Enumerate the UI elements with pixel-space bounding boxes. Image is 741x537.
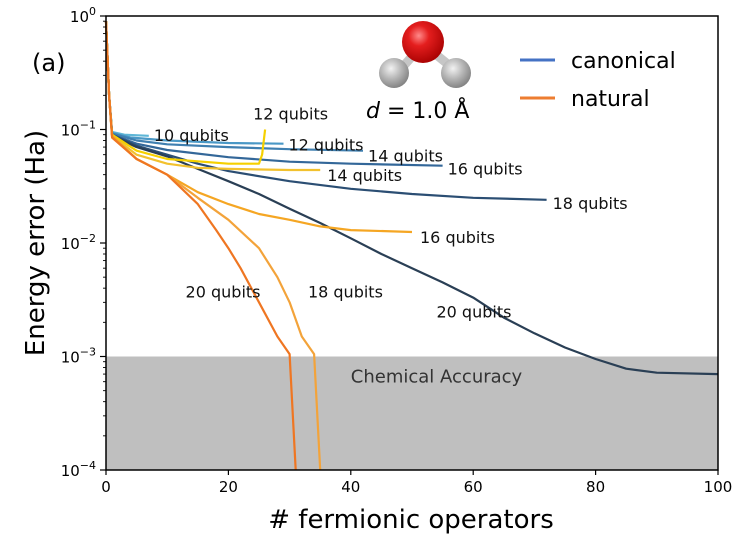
series-line-canonical-20-qubits [104, 21, 719, 376]
series-annotation: 16 qubits [448, 160, 523, 179]
series-line-natural-20-qubits [104, 21, 297, 471]
series-line-natural-16-qubits [104, 21, 413, 234]
x-axis-label: # fermionic operators [268, 505, 554, 535]
series-layer [104, 21, 719, 471]
x-tick-label: 40 [341, 478, 360, 496]
series-annotation: 18 qubits [308, 283, 383, 302]
series-annotation: 12 qubits [288, 136, 363, 155]
series-annotation: 10 qubits [154, 126, 229, 145]
y-tick-label: 100 [70, 5, 96, 26]
y-axis: 10−4 10−3 10−2 10−1 100 [61, 5, 106, 480]
series-annotation: 12 qubits [253, 105, 328, 124]
water-molecule-icon [379, 21, 471, 88]
series-annotation: 20 qubits [436, 303, 511, 322]
series-annotation: 20 qubits [186, 283, 261, 302]
x-tick-label: 0 [101, 478, 111, 496]
series-line-canonical-14-qubits [104, 21, 364, 152]
chemical-accuracy-band [106, 356, 718, 470]
series-annotation: 18 qubits [553, 194, 628, 213]
legend-label: canonical [571, 49, 676, 74]
chemical-accuracy-label: Chemical Accuracy [351, 367, 523, 388]
x-tick-label: 20 [219, 478, 238, 496]
y-tick-label: 10−3 [61, 346, 96, 367]
series-line-canonical-10-qubits [104, 21, 149, 137]
legend-label: natural [571, 87, 650, 112]
x-tick-label: 80 [586, 478, 605, 496]
y-axis-label: Energy error (Ha) [21, 130, 51, 356]
series-annotation: 16 qubits [420, 228, 495, 247]
panel-label: (a) [32, 49, 65, 77]
y-tick-label: 10−2 [61, 232, 96, 253]
x-tick-label: 60 [464, 478, 483, 496]
annotation-layer: 10 qubits 12 qubits 14 qubits 16 qubits 18 q… [154, 105, 628, 322]
x-tick-label: 100 [704, 478, 733, 496]
series-annotation: 14 qubits [327, 166, 402, 185]
legend: canonical natural [520, 49, 676, 112]
y-tick-label: 10−4 [61, 459, 96, 480]
series-annotation: 14 qubits [368, 147, 443, 166]
x-axis: 0 20 40 60 80 100 [101, 470, 732, 496]
y-tick-label: 10−1 [61, 119, 96, 140]
bond-length-label: d = 1.0 Å [366, 97, 469, 124]
